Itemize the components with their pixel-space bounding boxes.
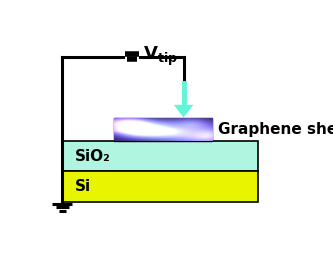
Polygon shape <box>174 105 193 118</box>
Text: $\mathbf{V}_{\mathbf{tip}}$: $\mathbf{V}_{\mathbf{tip}}$ <box>143 45 178 68</box>
Text: Graphene sheets: Graphene sheets <box>218 122 333 137</box>
Bar <box>62 171 258 202</box>
Bar <box>114 118 212 141</box>
Text: Si: Si <box>75 179 91 194</box>
Bar <box>62 141 258 171</box>
Text: SiO₂: SiO₂ <box>75 149 111 164</box>
